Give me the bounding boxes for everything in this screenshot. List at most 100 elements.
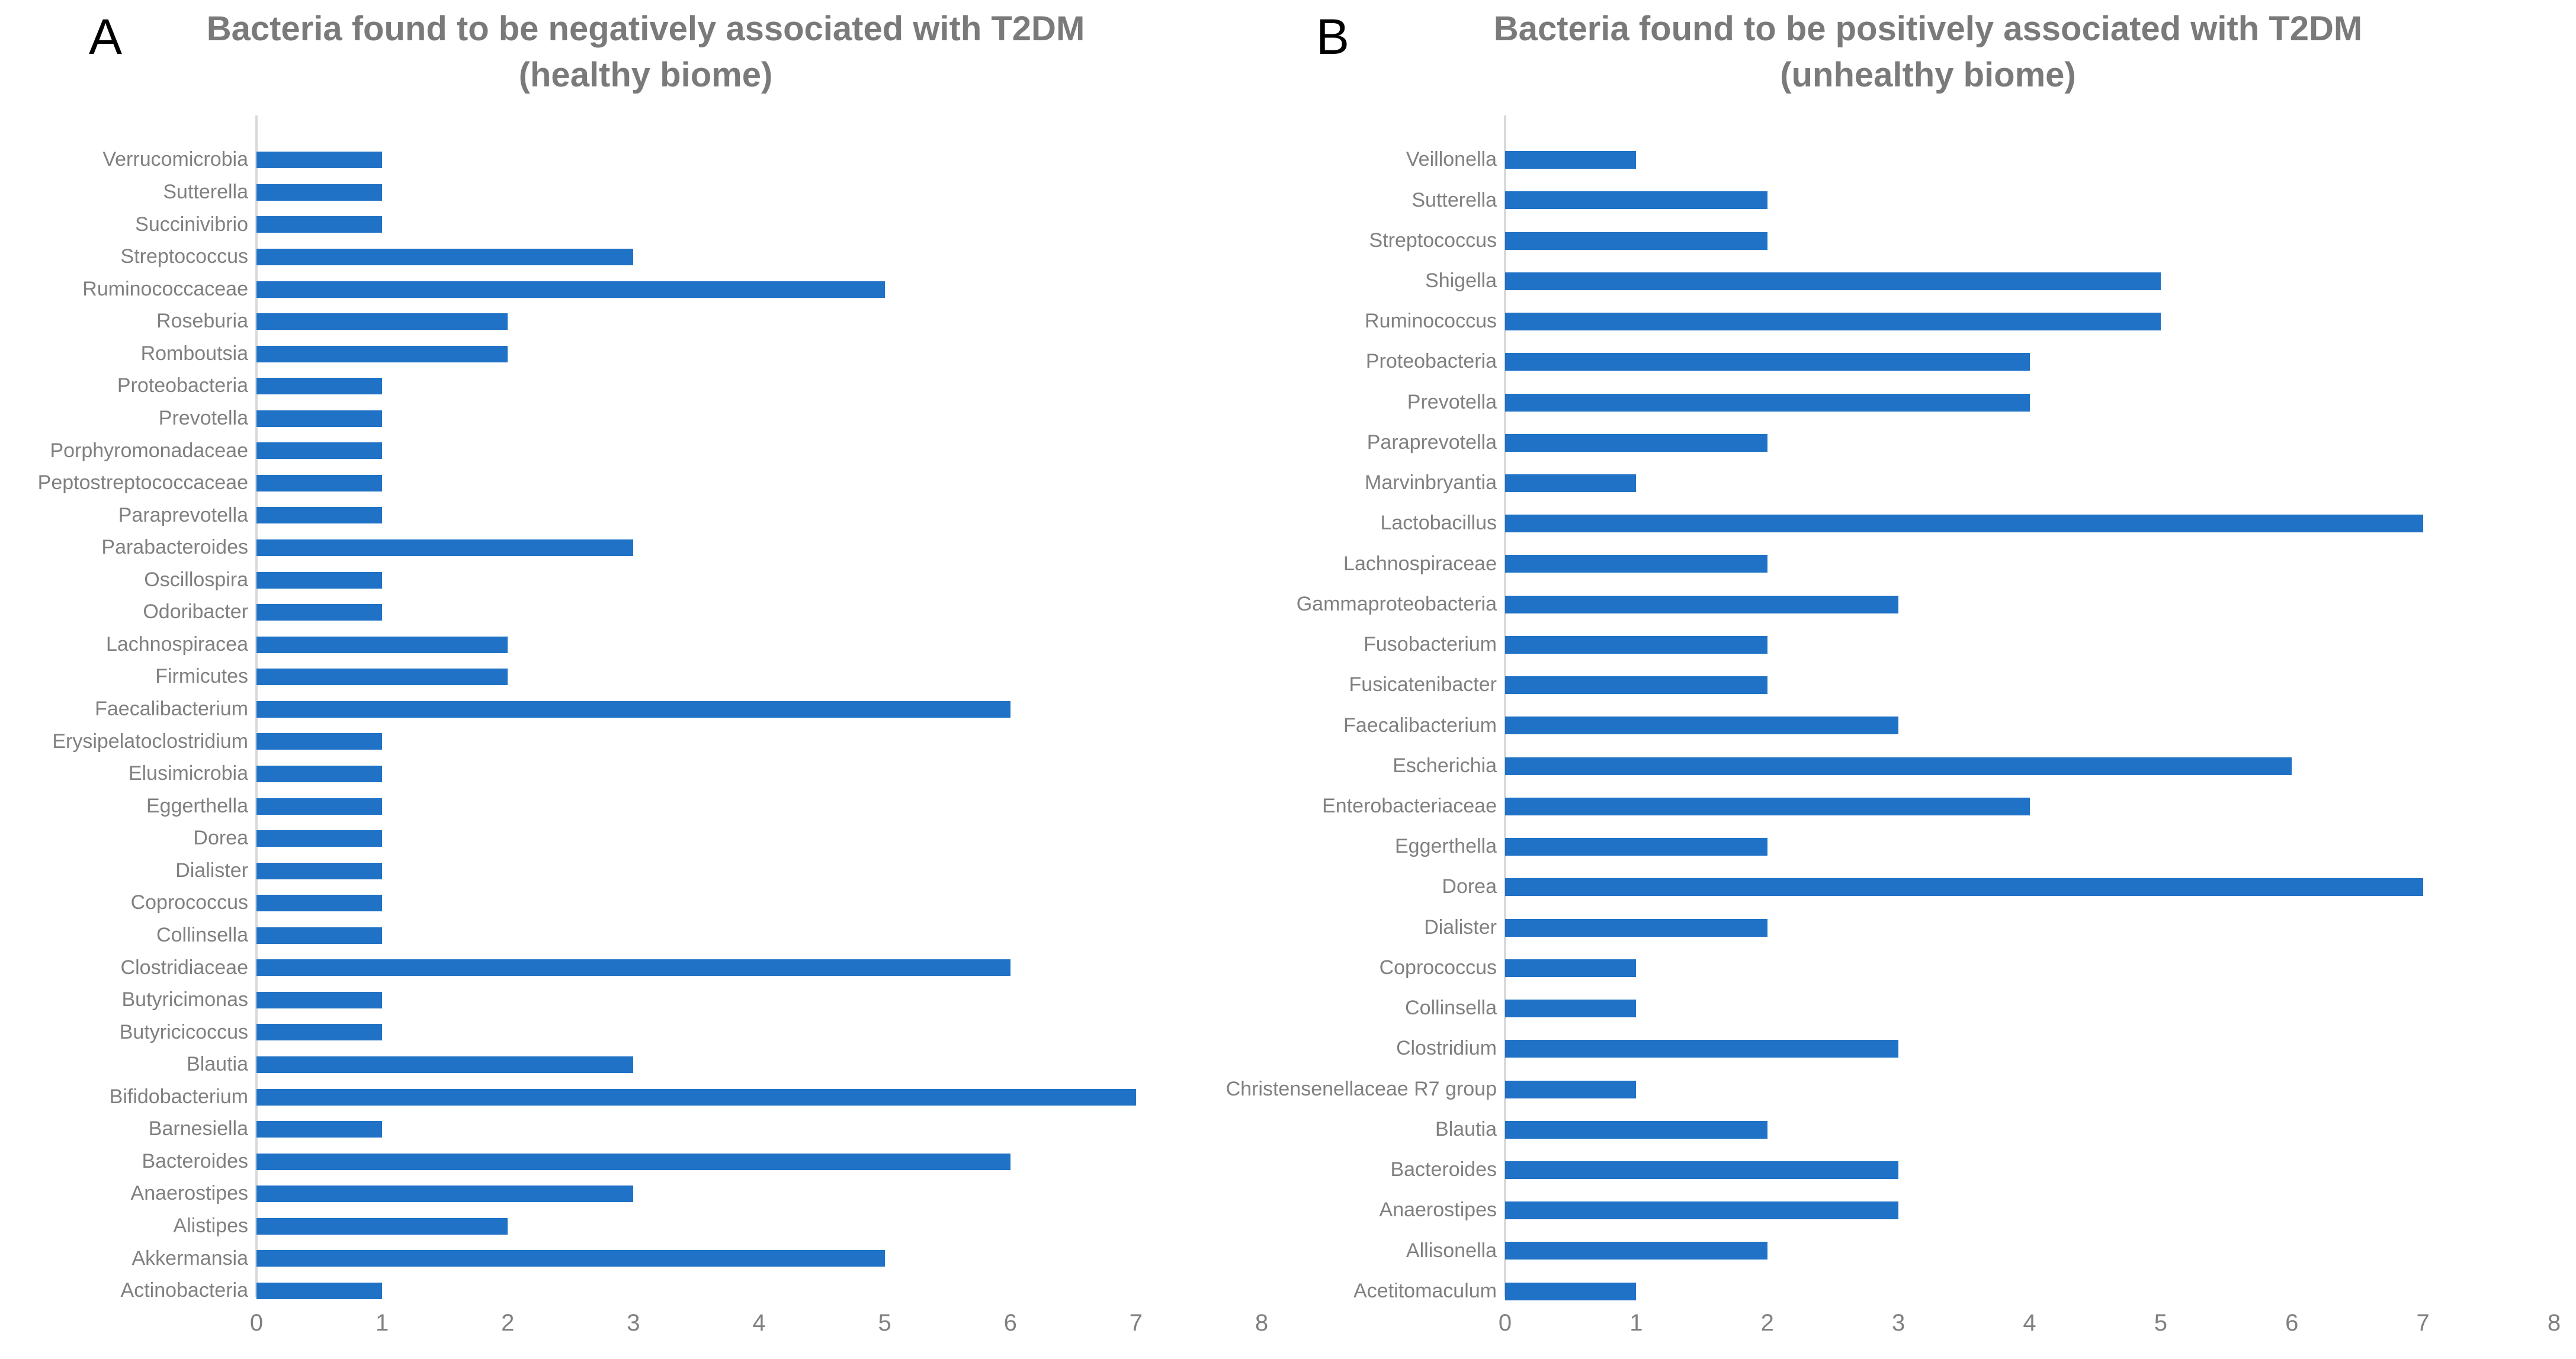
bar (1505, 191, 1767, 210)
category-label: Escherichia (1393, 754, 1497, 777)
chart-title-a: Bacteria found to be negatively associat… (206, 9, 1085, 95)
bar (256, 1121, 383, 1138)
bar (1505, 474, 1637, 492)
bar-row: Butyricicoccus (0, 1016, 1262, 1049)
category-label: Streptococcus (1369, 229, 1497, 252)
bar (256, 152, 383, 169)
bar-zone (256, 1049, 1262, 1081)
bar-row: Blautia (1125, 1110, 2554, 1150)
bar (256, 281, 885, 298)
bar-zone (256, 758, 1262, 791)
bar-row: Lachnospiracea (0, 628, 1262, 661)
bar-zone (1505, 665, 2554, 705)
bar-row: Clostridium (1125, 1029, 2554, 1069)
bar-zone (1505, 705, 2554, 746)
y-axis-line-b (1504, 115, 1506, 1297)
panel-letter-b: B (1316, 9, 1350, 65)
bar-row: Fusobacterium (1125, 625, 2554, 665)
bar-row: Sutterella (0, 176, 1262, 209)
bar (256, 959, 1010, 976)
plot-area-a: Verrucomicrobia Sutterella Succinivibrio St… (0, 144, 1262, 1307)
bar-row: Bifidobacterium (0, 1081, 1262, 1113)
bar-row: Lactobacillus (1125, 503, 2554, 544)
bar (1505, 959, 1637, 977)
x-axis-tick-label: 1 (376, 1310, 389, 1336)
bar-zone (256, 403, 1262, 435)
bar (1505, 1201, 1899, 1220)
category-label: Firmicutes (155, 665, 248, 688)
bar-row: Faecalibacterium (0, 693, 1262, 726)
bar-zone (256, 1178, 1262, 1210)
bar-row: Sutterella (1125, 180, 2554, 220)
category-label: Collinsella (156, 923, 248, 946)
category-label: Proteobacteria (1365, 350, 1497, 373)
bar-row: Fusicatenibacter (1125, 665, 2554, 705)
bar-zone (256, 435, 1262, 467)
bar (256, 1024, 383, 1041)
bar (256, 798, 383, 815)
category-label: Bacteroides (142, 1149, 248, 1172)
bar-row: Collinsella (0, 920, 1262, 952)
bar (1505, 1242, 1767, 1260)
bar (256, 539, 634, 557)
bar-zone (256, 564, 1262, 596)
bar-row: Dorea (0, 823, 1262, 855)
x-axis-a: 0 1 2 3 4 5 6 7 8 (250, 1310, 1268, 1351)
bar-row: Dorea (1125, 867, 2554, 907)
category-label: Dialister (175, 859, 248, 882)
category-label: Succinivibrio (135, 213, 248, 236)
category-label: Romboutsia (140, 342, 248, 365)
bar-zone (256, 1242, 1262, 1275)
bar-row: Allisonella (1125, 1231, 2554, 1271)
bar-zone (1505, 382, 2554, 422)
bar-zone (1505, 220, 2554, 261)
category-label: Bifidobacterium (109, 1085, 248, 1108)
category-label: Oscillospira (144, 568, 248, 591)
bar-zone (256, 273, 1262, 306)
category-label: Actinobacteria (120, 1279, 248, 1302)
bar (256, 442, 383, 460)
x-axis-tick-label: 0 (249, 1310, 264, 1336)
bar-row: Verrucomicrobia (0, 144, 1262, 176)
category-label: Prevotella (1407, 390, 1497, 413)
bar-row: Bacteroides (0, 1145, 1262, 1178)
bar-zone (1505, 1271, 2554, 1312)
bar-zone (1505, 301, 2554, 342)
bar-zone (1505, 1190, 2554, 1231)
x-axis-tick-label: 3 (627, 1310, 640, 1336)
bar-zone (1505, 342, 2554, 382)
bar (1505, 918, 1767, 937)
bar-zone (256, 693, 1262, 726)
bar-zone (256, 1145, 1262, 1178)
bar-zone (1505, 180, 2554, 220)
category-label: Dorea (193, 827, 248, 850)
bar-zone (1505, 625, 2554, 665)
category-label: Coprococcus (1379, 956, 1497, 979)
x-axis-tick-label: 6 (2285, 1310, 2299, 1336)
bar-row: Oscillospira (0, 564, 1262, 596)
bar-zone (256, 306, 1262, 338)
category-label: Collinsella (1405, 997, 1497, 1020)
bar (1505, 635, 1767, 654)
bar-zone (256, 1016, 1262, 1049)
bar-row: Porphyromonadaceae (0, 435, 1262, 467)
bar-zone (256, 854, 1262, 887)
category-label: Akkermansia (131, 1246, 248, 1270)
category-label: Paraprevotella (1366, 430, 1497, 454)
bar-row: Streptococcus (0, 241, 1262, 274)
bar-zone (1505, 544, 2554, 584)
bar (1505, 595, 1899, 613)
bar-row: Eggerthella (1125, 827, 2554, 867)
bar-row: Faecalibacterium (1125, 705, 2554, 746)
x-axis-b: 0 1 2 3 4 5 6 7 8 (1499, 1310, 2561, 1351)
bar-row: Prevotella (1125, 382, 2554, 422)
category-label: Peptostreptococcaceae (37, 471, 248, 494)
bar (256, 1088, 1136, 1106)
category-label: Anaerostipes (130, 1182, 248, 1205)
bar-row: Roseburia (0, 306, 1262, 338)
bar-zone (256, 596, 1262, 629)
bar-row: Proteobacteria (1125, 342, 2554, 382)
bar (1505, 272, 2161, 290)
bar-row: Lachnospiraceae (1125, 544, 2554, 584)
bar-zone (256, 338, 1262, 370)
